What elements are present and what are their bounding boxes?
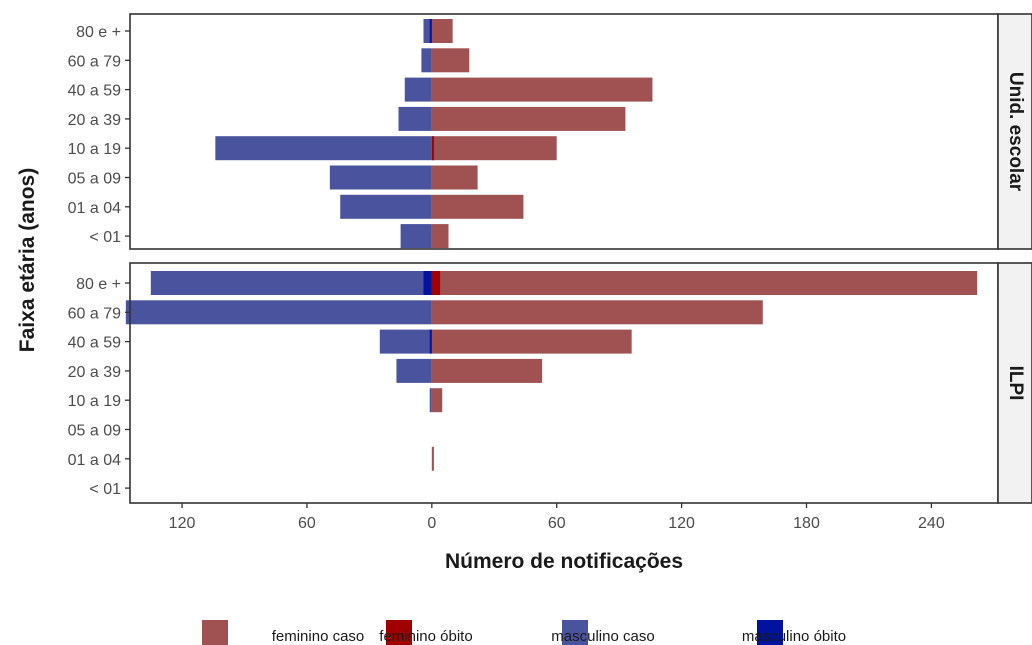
legend: feminino caso feminino óbito masculino cas… — [202, 620, 846, 645]
bar-unid-escolar-feminino-caso-40-a-59 — [431, 77, 653, 102]
strip-box — [997, 13, 1032, 250]
y-tick-label: 80 e + — [76, 24, 121, 41]
y-tick-label: 05 a 09 — [68, 171, 121, 188]
legend-key-feminino-obito — [386, 620, 412, 645]
bar-ilpi-feminino-caso-60-a-79 — [431, 300, 763, 325]
legend-key-masculino-caso — [562, 620, 588, 645]
y-tick-label: 10 a 19 — [68, 141, 121, 158]
legend-label-masculino-caso: masculino caso — [551, 628, 654, 645]
bar-unid-escolar-feminino-caso-10-a-19 — [431, 136, 557, 161]
strip-box — [997, 262, 1032, 504]
bar-unid-escolar-feminino-caso-01-a-04 — [431, 194, 524, 219]
bar-unid-escolar-masculino-caso-80-e — [423, 19, 432, 43]
x-tick-label: 180 — [793, 515, 820, 532]
y-tick-label: 20 a 39 — [68, 112, 121, 129]
bar-ilpi-feminino-obito-80-e — [431, 271, 441, 295]
strip-label: ILPI — [1005, 366, 1026, 401]
legend-label-feminino-caso: feminino caso — [272, 628, 365, 645]
bar-ilpi-feminino-caso-01-a-04 — [431, 446, 434, 471]
panel-unid-escolar: Unid. escolar 80 e + 60 a 79 40 a 59 20 a 39… — [68, 13, 1032, 250]
y-tick-label: 40 a 59 — [68, 83, 121, 100]
x-tick-label: 0 — [427, 515, 436, 532]
panel-ilpi: ILPI 80 e + 60 a 79 40 a 59 20 a 39 10 a 19 05… — [68, 262, 1032, 504]
x-tick-label: 60 — [548, 515, 566, 532]
bar-ilpi-feminino-caso-10-a-19 — [431, 388, 443, 413]
bar-ilpi-masculino-caso-60-a-79 — [125, 300, 432, 325]
legend-key-masculino-obito — [757, 620, 783, 645]
y-tick-label: 60 a 79 — [68, 53, 121, 70]
bar-unid-escolar-masculino-obito-80-e — [429, 19, 432, 43]
bar-unid-escolar-feminino-caso-05-a-09 — [431, 165, 478, 190]
bar-ilpi-masculino-obito-80-e — [423, 271, 432, 295]
y-tick-label: 10 a 19 — [68, 393, 121, 410]
bar-ilpi-feminino-caso-20-a-39 — [431, 358, 543, 383]
bar-ilpi-masculino-caso-80-e — [150, 271, 432, 295]
bar-ilpi-feminino-caso-40-a-59 — [431, 329, 632, 354]
bar-unid-escolar-masculino-caso-40-a-59 — [404, 77, 432, 102]
x-tick-label: 240 — [918, 515, 945, 532]
bar-unid-escolar-feminino-caso-20-a-39 — [431, 106, 626, 131]
bar-unid-escolar-masculino-caso-01-a-04 — [340, 194, 432, 219]
y-tick-label: 20 a 39 — [68, 364, 121, 381]
x-axis: 120 60 0 60 120 180 240 — [169, 503, 945, 532]
bar-ilpi-feminino-caso-80-e — [431, 271, 978, 295]
legend-label-masculino-obito: masculino óbito — [742, 628, 846, 645]
y-tick-label: 40 a 59 — [68, 335, 121, 352]
bar-unid-escolar-feminino-obito-10-a-19 — [431, 136, 434, 161]
bar-ilpi-masculino-obito-40-a-59 — [429, 329, 432, 354]
y-tick-label: 01 a 04 — [68, 200, 121, 217]
bar-unid-escolar-masculino-caso-10-a-19 — [215, 136, 432, 161]
bar-unid-escolar-feminino-caso-01 — [431, 224, 449, 249]
bar-unid-escolar-masculino-caso-60-a-79 — [421, 48, 432, 73]
y-tick-label: 60 a 79 — [68, 305, 121, 322]
bar-unid-escolar-masculino-caso-05-a-09 — [329, 165, 432, 190]
strip-label: Unid. escolar — [1005, 72, 1026, 192]
legend-key-feminino-caso — [202, 620, 228, 645]
y-tick-label: 80 e + — [76, 276, 121, 293]
x-tick-label: 60 — [298, 515, 316, 532]
y-tick-label: < 01 — [89, 481, 121, 498]
y-tick-label: 01 a 04 — [68, 452, 121, 469]
bar-unid-escolar-feminino-caso-60-a-79 — [431, 48, 470, 73]
bar-ilpi-masculino-caso-10-a-19 — [429, 388, 432, 413]
x-axis-title: Número de notificações — [445, 550, 683, 573]
x-tick-label: 120 — [668, 515, 695, 532]
bar-unid-escolar-feminino-caso-80-e — [431, 19, 453, 43]
x-tick-label: 120 — [169, 515, 196, 532]
bar-ilpi-masculino-caso-20-a-39 — [396, 358, 432, 383]
y-axis-title: Faixa etária (anos) — [16, 168, 39, 352]
legend-label-feminino-obito: feminino óbito — [379, 628, 472, 645]
y-tick-label: < 01 — [89, 229, 121, 246]
bar-unid-escolar-masculino-caso-01 — [400, 224, 432, 249]
bar-ilpi-masculino-caso-40-a-59 — [379, 329, 432, 354]
y-tick-label: 05 a 09 — [68, 423, 121, 440]
bar-unid-escolar-masculino-caso-20-a-39 — [398, 106, 432, 131]
